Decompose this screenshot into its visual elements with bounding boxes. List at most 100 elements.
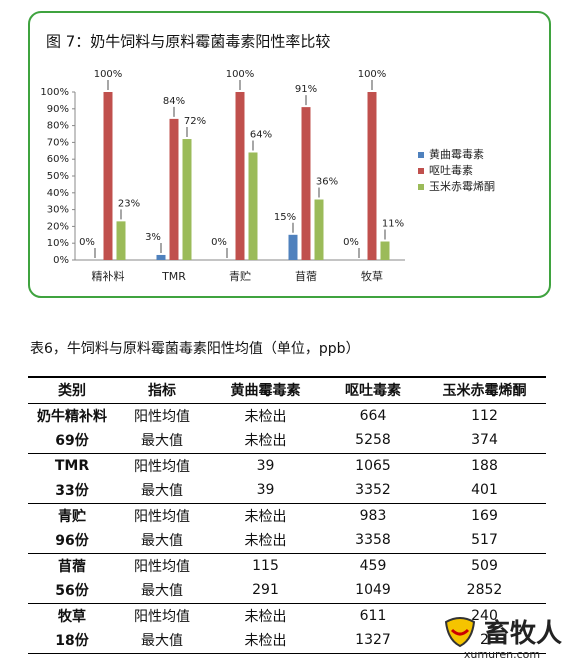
- bar: [301, 107, 311, 261]
- table-row: 56份 最大值 291 1049 2852: [28, 578, 546, 604]
- group-cell: 牧草: [58, 608, 86, 625]
- table-cell: 39: [208, 478, 323, 504]
- bar: [380, 241, 390, 260]
- data-label: 72%: [184, 116, 206, 127]
- table-cell: 最大值: [116, 628, 208, 654]
- y-tick-label: 30%: [47, 205, 69, 216]
- table-cell: 374: [423, 428, 546, 454]
- chart-frame: [28, 11, 551, 298]
- table-cell: 459: [359, 557, 387, 574]
- bar: [367, 92, 377, 260]
- bar: [169, 118, 179, 260]
- brand: 畜牧人: [483, 619, 562, 649]
- data-label: 23%: [118, 198, 140, 209]
- y-tick-label: 80%: [47, 121, 69, 132]
- logo: [444, 616, 476, 647]
- data-label: 3%: [145, 232, 161, 243]
- site: xumuren.com: [463, 648, 541, 661]
- table-cell: 291: [208, 578, 323, 604]
- table-cell: 1327: [323, 628, 423, 654]
- header-cell: 黄曲霉毒素: [208, 376, 323, 404]
- data-label: 0%: [343, 237, 359, 248]
- y-tick-label: 100%: [40, 87, 69, 98]
- watermark: 畜牧人 xumuren.com: [442, 613, 562, 661]
- table-row: 33份 最大值 39 3352 401: [28, 478, 546, 504]
- table-cell: 401: [423, 478, 546, 504]
- table-cell: 阳性均值: [134, 508, 190, 525]
- table-cell: 阳性均值: [134, 558, 190, 575]
- x-tick-label: TMR: [161, 270, 186, 283]
- bar: [156, 254, 166, 260]
- table-cell: 517: [423, 528, 546, 554]
- group-cell: 奶牛精补料: [37, 408, 107, 425]
- bar: [235, 92, 245, 260]
- table-cell: 39: [256, 457, 275, 474]
- group-cell: 69份: [28, 428, 116, 454]
- table-cell: 611: [359, 607, 387, 624]
- data-label: 15%: [274, 212, 296, 223]
- data-label: 84%: [163, 96, 185, 107]
- table-cell: 2852: [423, 578, 546, 604]
- table-cell: 阳性均值: [134, 608, 190, 625]
- group-cell: TMR: [54, 457, 90, 474]
- table-row: 18份 最大值 未检出 1327 2: [28, 628, 546, 654]
- table-cell: 最大值: [116, 528, 208, 554]
- table-cell: 240: [471, 607, 498, 624]
- x-tick-label: 精补料: [92, 269, 125, 283]
- y-tick-label: 60%: [47, 154, 69, 165]
- table-caption: 表6，牛饲料与原料霉菌毒素阳性均值（单位，ppb）: [30, 341, 360, 357]
- table-cell: 最大值: [116, 578, 208, 604]
- data-label: 11%: [382, 219, 404, 230]
- table-cell: 5258: [323, 428, 423, 454]
- y-tick-label: 90%: [47, 104, 69, 115]
- table-cell: 未检出: [244, 508, 287, 525]
- bar: [116, 221, 126, 260]
- table-cell: 664: [359, 407, 387, 424]
- bar: [314, 199, 324, 260]
- legend-label: 呕吐毒素: [429, 164, 473, 177]
- data-label: 91%: [295, 84, 317, 95]
- table-cell: 983: [359, 507, 387, 524]
- y-tick-label: 0%: [53, 255, 69, 266]
- table-row: 牧草 阳性均值 未检出 611 240: [28, 603, 546, 628]
- data-label: 100%: [226, 69, 255, 80]
- table-row: TMR 阳性均值 39 1065 188: [28, 453, 546, 478]
- data-label: 64%: [250, 129, 272, 140]
- header-cell: 指标: [116, 376, 208, 404]
- data-label: 100%: [358, 69, 387, 80]
- chart-title: 图 7：奶牛饲料与原料霉菌毒素阳性率比较: [46, 33, 330, 51]
- bar: [103, 92, 113, 260]
- legend-swatch: [418, 168, 424, 174]
- table-cell: 169: [471, 507, 498, 524]
- table-cell: 3358: [323, 528, 423, 554]
- group-cell: 18份: [28, 628, 116, 654]
- y-tick-label: 40%: [47, 188, 69, 199]
- legend-swatch: [418, 184, 424, 190]
- bar: [288, 234, 298, 260]
- table-cell: 最大值: [116, 428, 208, 454]
- table-cell: 112: [471, 407, 498, 424]
- legend-label: 黄曲霉毒素: [429, 147, 484, 161]
- x-tick-label: 苜蓿: [295, 269, 317, 283]
- table-cell: 509: [471, 557, 498, 574]
- data-label: 36%: [316, 177, 338, 188]
- header-row: 类别 指标 黄曲霉毒素 呕吐毒素 玉米赤霉烯酮: [28, 376, 546, 404]
- table-cell: 1049: [323, 578, 423, 604]
- table-cell: 188: [471, 457, 498, 474]
- legend-swatch: [418, 152, 424, 158]
- bar: [182, 139, 192, 260]
- group-cell: 苜蓿: [58, 558, 86, 575]
- table-row: 青贮 阳性均值 未检出 983 169: [28, 503, 546, 528]
- table-cell: 115: [252, 557, 279, 574]
- legend-label: 玉米赤霉烯酮: [429, 180, 495, 193]
- table-cell: 阳性均值: [134, 408, 190, 425]
- table-row: 苜蓿 阳性均值 115 459 509: [28, 553, 546, 578]
- y-tick-label: 10%: [47, 238, 69, 249]
- data-label: 0%: [79, 237, 95, 248]
- table-cell: 未检出: [208, 628, 323, 654]
- x-tick-label: 青贮: [229, 270, 251, 283]
- data-label: 100%: [94, 69, 123, 80]
- group-cell: 青贮: [58, 508, 86, 525]
- y-tick-label: 70%: [47, 137, 69, 148]
